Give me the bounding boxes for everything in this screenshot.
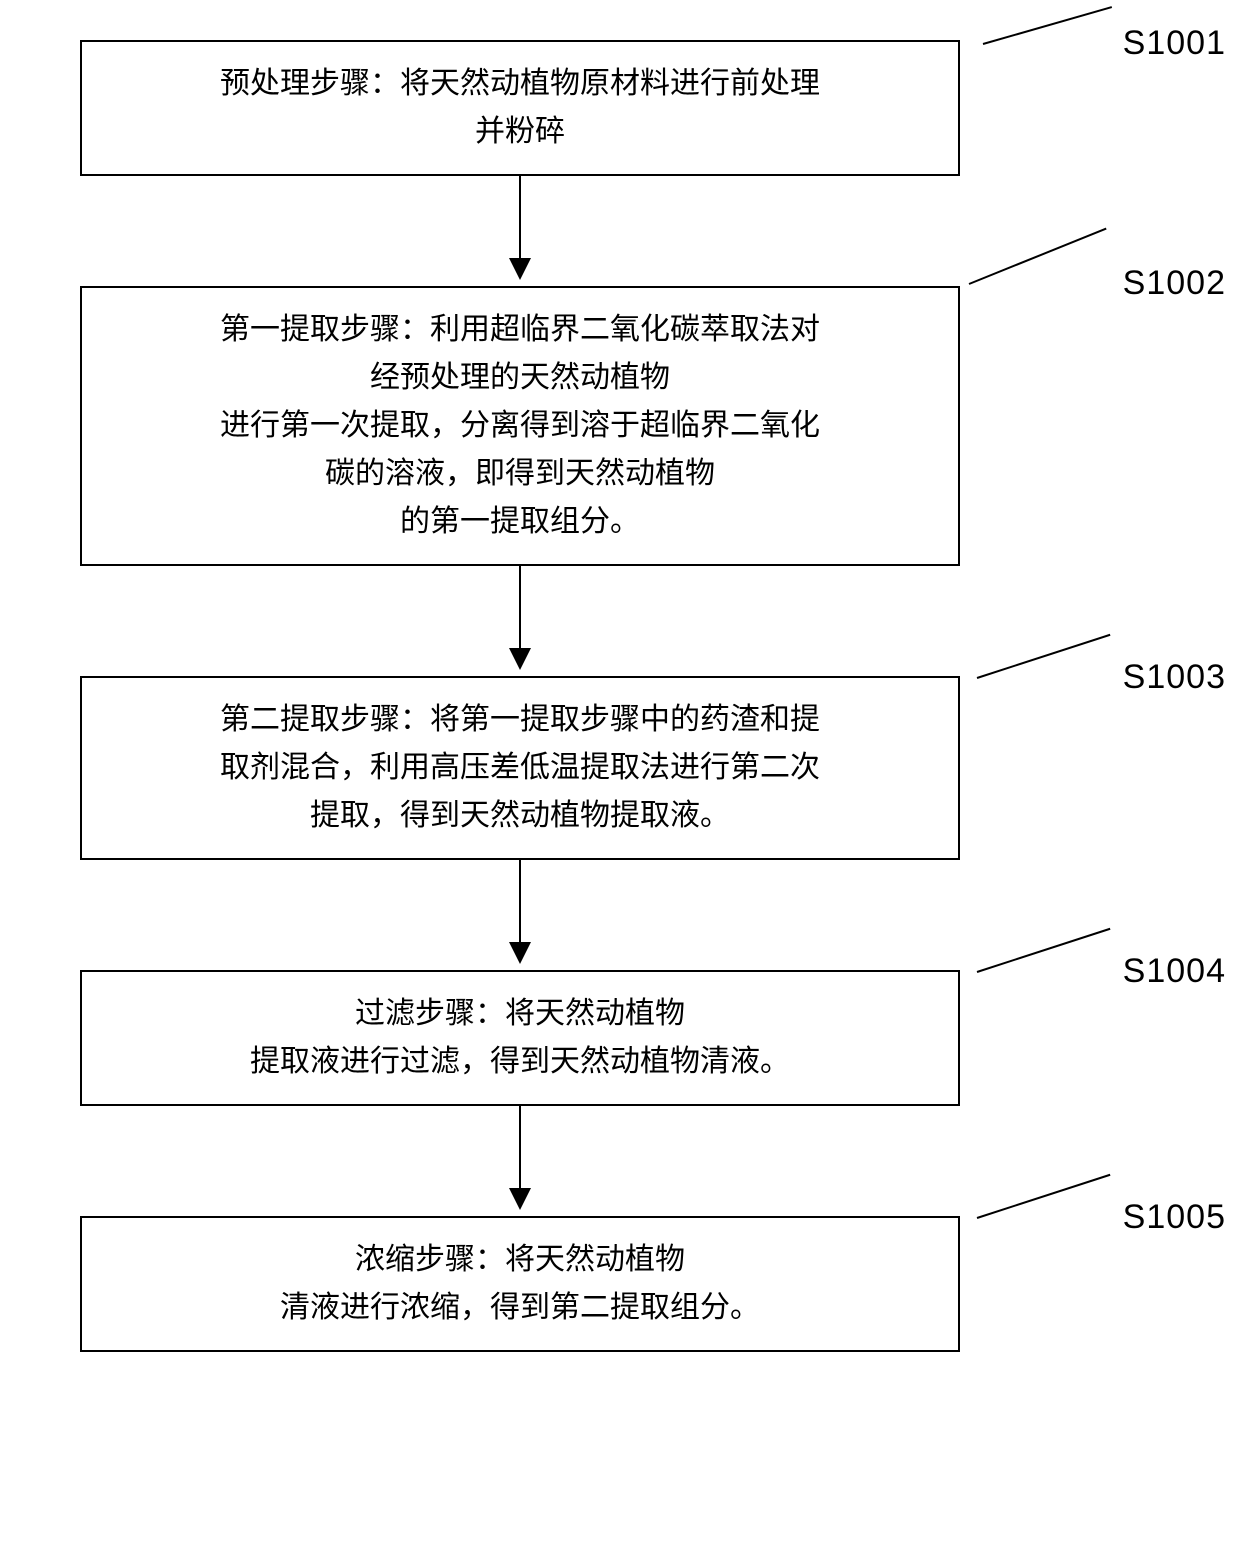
callout-label: S1002 [1123,264,1226,303]
callout-label: S1001 [1123,24,1226,63]
callout: S1005 [977,1198,1226,1237]
flowchart-container: 预处理步骤：将天然动植物原材料进行前处理 并粉碎 S1001 第一提取步骤：利用… [20,40,1220,1352]
flow-box-line: 并粉碎 [102,108,938,156]
callout-leader-line [982,6,1111,45]
flow-box-line: 经预处理的天然动植物 [102,354,938,402]
callout-label: S1003 [1123,658,1226,697]
callout: S1001 [983,24,1226,63]
flow-box-s1001: 预处理步骤：将天然动植物原材料进行前处理 并粉碎 [80,40,960,176]
flow-box-s1004: 过滤步骤：将天然动植物 提取液进行过滤，得到天然动植物清液。 [80,970,960,1106]
flow-box-line: 提取，得到天然动植物提取液。 [102,792,938,840]
flow-box-line: 的第一提取组分。 [102,498,938,546]
flow-box-line: 第一提取步骤：利用超临界二氧化碳萃取法对 [102,306,938,354]
flow-box-line: 提取液进行过滤，得到天然动植物清液。 [102,1038,938,1086]
flow-step: 第一提取步骤：利用超临界二氧化碳萃取法对 经预处理的天然动植物 进行第一次提取，… [20,286,1220,566]
callout: S1004 [977,952,1226,991]
flow-box-line: 碳的溶液，即得到天然动植物 [102,450,938,498]
flow-box-line: 取剂混合，利用高压差低温提取法进行第二次 [102,744,938,792]
flow-box-line: 预处理步骤：将天然动植物原材料进行前处理 [102,60,938,108]
flow-box-s1005: 浓缩步骤：将天然动植物 清液进行浓缩，得到第二提取组分。 [80,1216,960,1352]
flow-box-line: 浓缩步骤：将天然动植物 [102,1236,938,1284]
callout: S1003 [977,658,1226,697]
callout-label: S1005 [1123,1198,1226,1237]
flow-step: 过滤步骤：将天然动植物 提取液进行过滤，得到天然动植物清液。 S1004 [20,970,1220,1106]
flow-box-s1003: 第二提取步骤：将第一提取步骤中的药渣和提 取剂混合，利用高压差低温提取法进行第二… [80,676,960,860]
callout: S1002 [969,264,1226,303]
flow-box-line: 第二提取步骤：将第一提取步骤中的药渣和提 [102,696,938,744]
flow-box-s1002: 第一提取步骤：利用超临界二氧化碳萃取法对 经预处理的天然动植物 进行第一次提取，… [80,286,960,566]
flow-step: 预处理步骤：将天然动植物原材料进行前处理 并粉碎 S1001 [20,40,1220,176]
flow-step: 浓缩步骤：将天然动植物 清液进行浓缩，得到第二提取组分。 S1005 [20,1216,1220,1352]
flow-step: 第二提取步骤：将第一提取步骤中的药渣和提 取剂混合，利用高压差低温提取法进行第二… [20,676,1220,860]
flow-box-line: 清液进行浓缩，得到第二提取组分。 [102,1284,938,1332]
flow-box-line: 过滤步骤：将天然动植物 [102,990,938,1038]
callout-label: S1004 [1123,952,1226,991]
flow-box-line: 进行第一次提取，分离得到溶于超临界二氧化 [102,402,938,450]
